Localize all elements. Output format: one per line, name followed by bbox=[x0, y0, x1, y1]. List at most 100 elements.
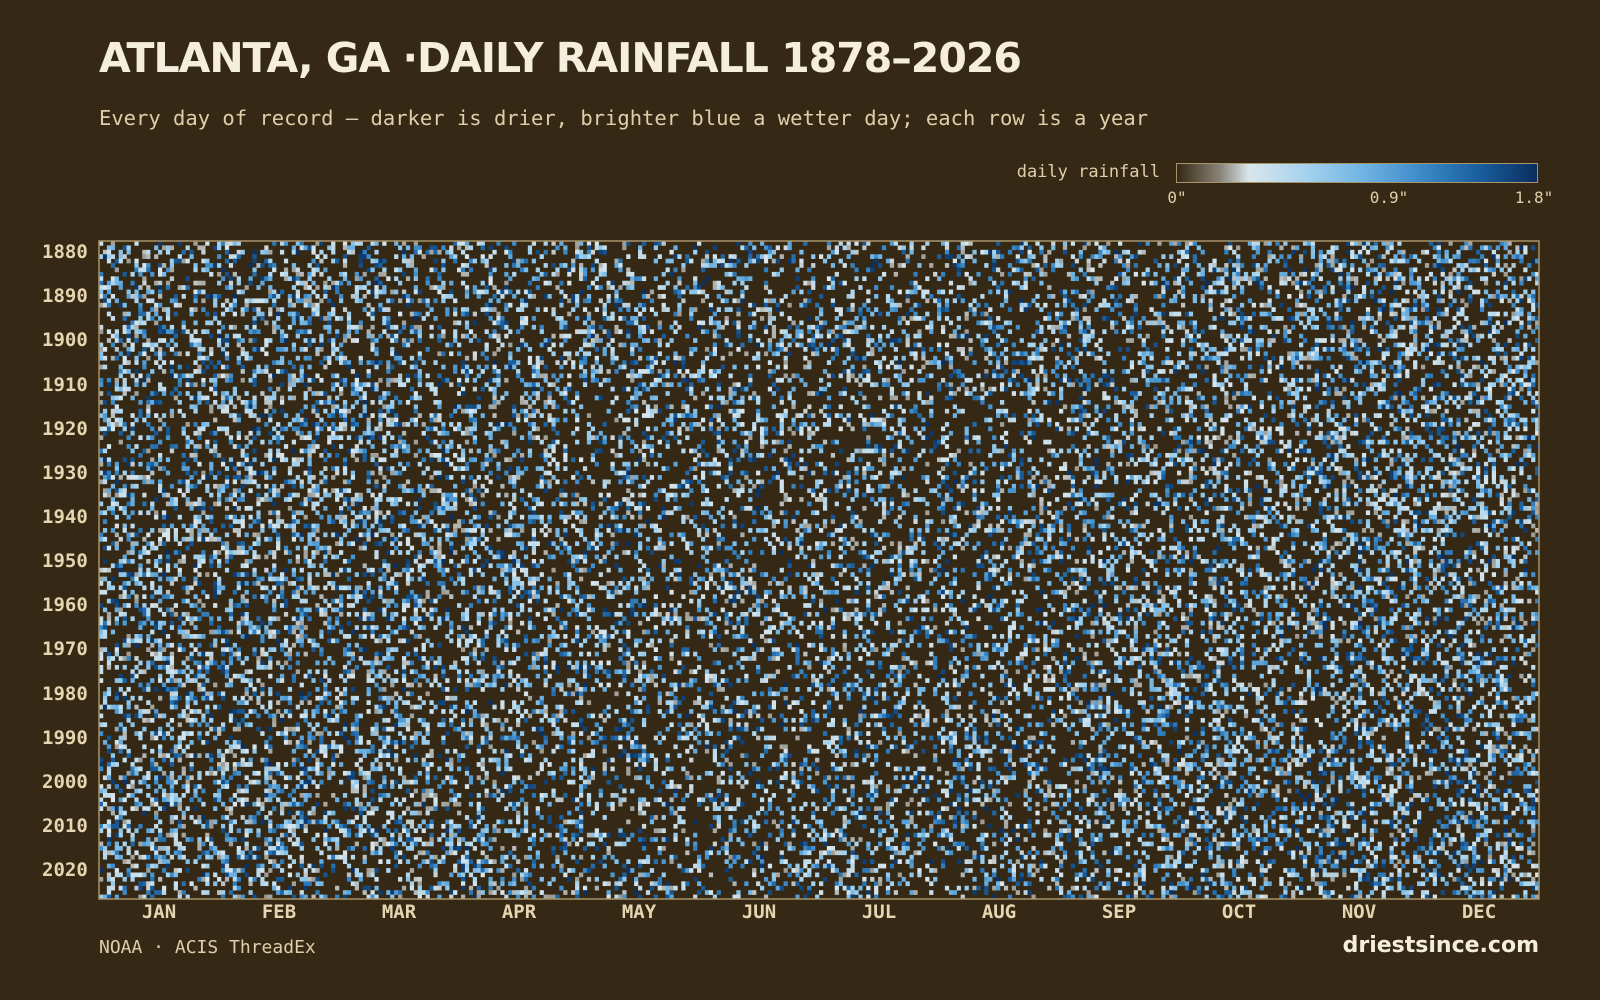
heatmap-cell bbox=[641, 316, 647, 321]
heatmap-cell bbox=[248, 377, 253, 383]
heatmap-cell bbox=[291, 302, 297, 308]
heatmap-cell bbox=[1499, 267, 1504, 273]
heatmap-cell bbox=[1251, 254, 1257, 259]
heatmap-cell bbox=[815, 324, 820, 330]
heatmap-cell bbox=[787, 316, 792, 321]
heatmap-cell bbox=[756, 417, 761, 423]
heatmap-cell bbox=[1432, 382, 1437, 388]
heatmap-cell bbox=[114, 382, 119, 388]
heatmap-cell bbox=[291, 342, 297, 348]
heatmap-cell bbox=[307, 320, 312, 326]
heatmap-cell bbox=[504, 271, 509, 277]
heatmap-cell bbox=[1432, 342, 1437, 348]
heatmap-cell bbox=[500, 316, 505, 321]
heatmap-cell bbox=[1082, 386, 1087, 392]
heatmap-cell bbox=[378, 263, 383, 268]
heatmap-cell bbox=[622, 364, 627, 370]
heatmap-cell bbox=[1495, 263, 1500, 268]
heatmap-cell bbox=[807, 324, 812, 330]
heatmap-cell bbox=[1468, 245, 1473, 251]
heatmap-cell bbox=[543, 338, 548, 343]
heatmap-cell bbox=[291, 395, 297, 401]
heatmap-cell bbox=[228, 302, 234, 308]
heatmap-cell bbox=[913, 404, 918, 410]
heatmap-cell bbox=[496, 241, 501, 246]
heatmap-cell bbox=[1255, 271, 1260, 277]
heatmap-cell bbox=[866, 422, 871, 427]
heatmap-cell bbox=[752, 320, 757, 326]
heatmap-cell bbox=[504, 391, 509, 396]
heatmap-cell bbox=[488, 298, 493, 304]
heatmap-cell bbox=[689, 422, 694, 427]
heatmap-cell bbox=[921, 245, 926, 251]
heatmap-cell bbox=[1342, 399, 1347, 405]
heatmap-cell bbox=[1519, 254, 1524, 259]
heatmap-cell bbox=[1243, 386, 1249, 392]
heatmap-cell bbox=[653, 395, 658, 401]
heatmap-cell bbox=[106, 329, 112, 335]
heatmap-cell bbox=[1279, 377, 1284, 383]
heatmap-cell bbox=[185, 391, 190, 396]
heatmap-cell bbox=[716, 280, 721, 286]
heatmap-cell bbox=[492, 404, 497, 410]
heatmap-cell bbox=[370, 267, 375, 273]
heatmap-cell bbox=[905, 298, 910, 304]
heatmap-cell bbox=[1062, 245, 1068, 251]
heatmap-cell bbox=[960, 285, 965, 290]
heatmap-cell bbox=[1098, 254, 1103, 259]
heatmap-cell bbox=[1377, 333, 1382, 339]
heatmap-cell bbox=[173, 311, 178, 317]
heatmap-cell bbox=[283, 333, 289, 339]
heatmap-cell bbox=[1184, 417, 1190, 423]
heatmap-cell bbox=[858, 382, 863, 388]
heatmap-cell bbox=[748, 338, 753, 343]
heatmap-cell bbox=[1299, 355, 1304, 361]
heatmap-cell bbox=[138, 329, 143, 335]
heatmap-cell bbox=[1283, 338, 1288, 343]
heatmap-cell bbox=[516, 373, 521, 379]
heatmap-cell bbox=[1263, 324, 1268, 330]
heatmap-cell bbox=[996, 333, 1001, 339]
heatmap-cell bbox=[1511, 280, 1516, 286]
heatmap-cell bbox=[630, 360, 635, 365]
heatmap-cell bbox=[842, 386, 847, 392]
heatmap-cell bbox=[1177, 324, 1182, 330]
heatmap-cell bbox=[1483, 263, 1489, 268]
heatmap-cell bbox=[1287, 254, 1292, 259]
heatmap-cell bbox=[858, 391, 863, 396]
heatmap-cell bbox=[622, 280, 627, 286]
heatmap-cell bbox=[1232, 280, 1237, 286]
heatmap-cell bbox=[201, 346, 206, 352]
heatmap-cell bbox=[1078, 351, 1083, 357]
heatmap-cell bbox=[1420, 395, 1426, 401]
heatmap-cell bbox=[1507, 395, 1512, 401]
heatmap-cell bbox=[252, 254, 257, 259]
heatmap-cell bbox=[657, 293, 662, 299]
heatmap-cell bbox=[1216, 267, 1221, 273]
heatmap-cell bbox=[783, 364, 788, 370]
heatmap-cell bbox=[586, 316, 592, 321]
heatmap-cell bbox=[1483, 408, 1489, 414]
heatmap-cell bbox=[468, 258, 474, 264]
heatmap-cell bbox=[988, 324, 993, 330]
heatmap-cell bbox=[1306, 364, 1312, 370]
heatmap-cell bbox=[523, 399, 529, 405]
heatmap-cell bbox=[704, 293, 710, 299]
heatmap-cell bbox=[1495, 293, 1500, 299]
heatmap-cell bbox=[201, 369, 206, 374]
heatmap-cell bbox=[681, 360, 686, 365]
heatmap-cell bbox=[925, 241, 930, 246]
heatmap-cell bbox=[417, 289, 422, 295]
heatmap-cell bbox=[1385, 245, 1390, 251]
heatmap-cell bbox=[1342, 417, 1347, 423]
heatmap-cell bbox=[374, 285, 379, 290]
heatmap-cell bbox=[929, 413, 934, 418]
heatmap-cell bbox=[748, 311, 753, 317]
heatmap-cell bbox=[1334, 298, 1339, 304]
heatmap-cell bbox=[1259, 311, 1264, 317]
heatmap-cell bbox=[484, 355, 489, 361]
heatmap-cell bbox=[1239, 404, 1245, 410]
heatmap-cell bbox=[1161, 395, 1166, 401]
heatmap-cell bbox=[378, 271, 383, 277]
